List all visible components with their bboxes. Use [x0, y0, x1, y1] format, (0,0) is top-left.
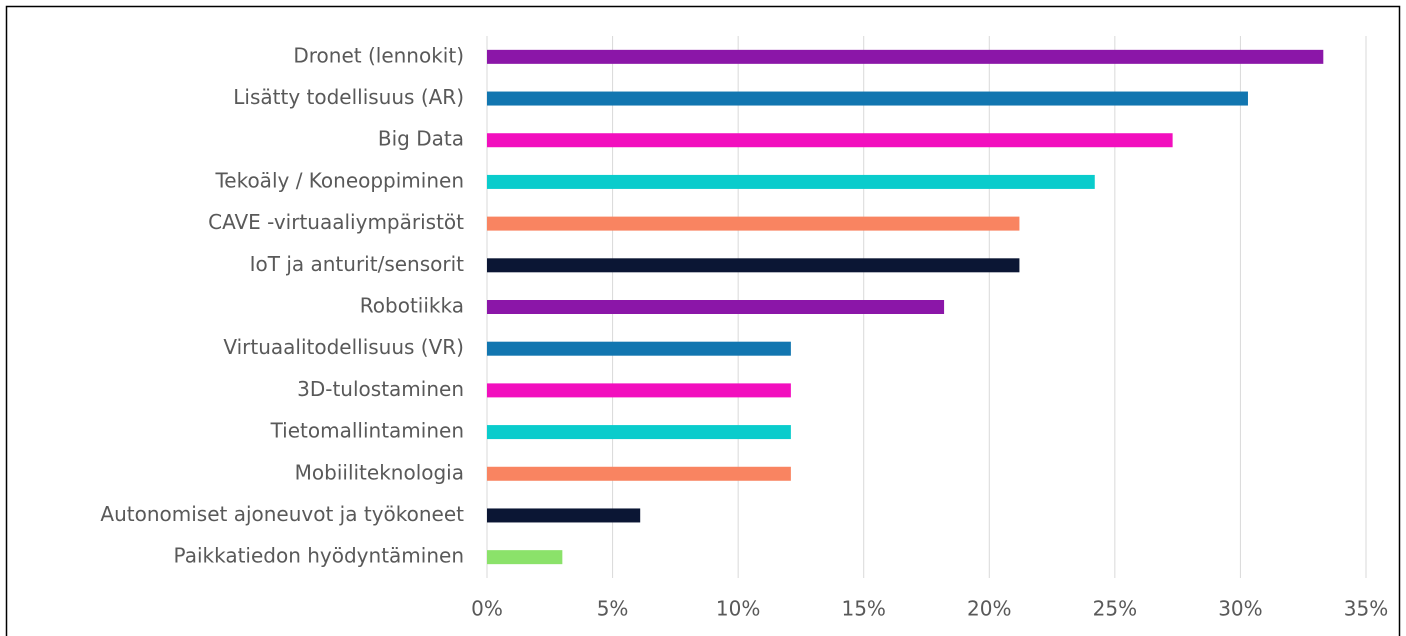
bar	[487, 341, 791, 356]
y-tick-label: Mobiiliteknologia	[295, 460, 464, 484]
bar	[487, 91, 1248, 106]
y-tick-label: Robotiikka	[360, 294, 464, 318]
y-tick-label: Virtuaalitodellisuus (VR)	[223, 335, 464, 359]
bar	[487, 550, 563, 565]
x-tick-label: 5%	[597, 597, 629, 621]
bar	[487, 383, 791, 398]
y-tick-label: Lisätty todellisuus (AR)	[233, 85, 464, 109]
x-tick-label: 15%	[841, 597, 885, 621]
y-tick-label: Big Data	[378, 127, 464, 151]
bar	[487, 466, 791, 481]
y-tick-label: Tekoäly / Koneoppiminen	[214, 168, 464, 192]
y-tick-label: Autonomiset ajoneuvot ja työkoneet	[100, 502, 464, 526]
chart-border	[5, 5, 1401, 636]
y-tick-label: Tietomallintaminen	[270, 419, 464, 443]
y-tick-label: CAVE -virtuaaliympäristöt	[208, 210, 464, 234]
y-tick-label: 3D-tulostaminen	[297, 377, 464, 401]
x-tick-label: 35%	[1344, 597, 1388, 621]
bar	[487, 300, 945, 314]
x-tick-label: 0%	[471, 597, 503, 621]
y-tick-label: Dronet (lennokit)	[293, 43, 464, 67]
bar	[487, 216, 1020, 231]
y-tick-label: IoT ja anturit/sensorit	[250, 252, 465, 276]
bar	[487, 49, 1324, 64]
x-tick-label: 25%	[1093, 597, 1137, 621]
y-tick-label: Paikkatiedon hyödyntäminen	[174, 544, 464, 568]
x-tick-label: 30%	[1218, 597, 1262, 621]
x-tick-label: 10%	[716, 597, 760, 621]
bar	[487, 258, 1020, 273]
bar	[487, 174, 1095, 189]
bar	[487, 508, 641, 523]
bar	[487, 133, 1173, 148]
x-tick-label: 20%	[967, 597, 1011, 621]
bar	[487, 425, 791, 440]
